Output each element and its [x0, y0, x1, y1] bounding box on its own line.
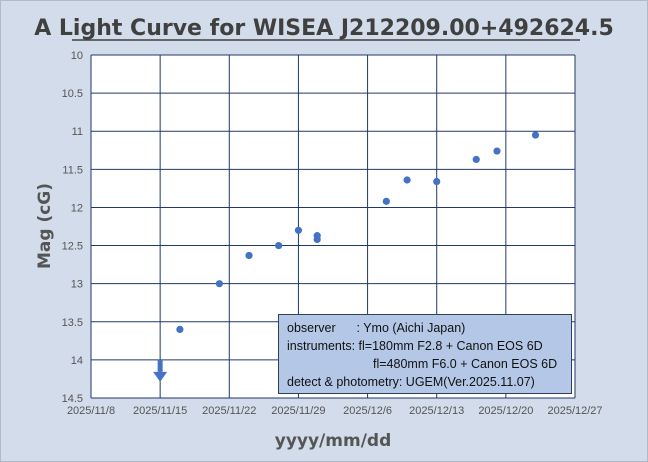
instruments-line: instruments: fl=180mm F2.8 + Canon EOS 6… — [287, 339, 543, 353]
data-point — [382, 197, 390, 205]
chart-title-text: A Light Curve for WISEA J212209.00+49262… — [34, 16, 614, 41]
data-point — [433, 177, 441, 186]
x-tick-label: 2025/11/29 — [271, 405, 325, 417]
limit-arrow-shaft — [157, 359, 163, 372]
grid-lines — [90, 54, 576, 399]
y-tick-label: 14 — [71, 355, 83, 367]
x-axis-title: yyyy/mm/dd — [275, 431, 392, 451]
y-tick-label: 14.5 — [62, 393, 83, 405]
x-tick-label: 2025/12/27 — [547, 405, 602, 417]
data-point — [403, 176, 411, 184]
y-tick-label: 11.5 — [62, 164, 83, 176]
y-tick-label: 13 — [71, 279, 83, 291]
y-axis-title: Mag (cG) — [35, 183, 55, 269]
y-tick-labels: 10 10.5 11 11.5 12 12.5 13 13.5 14 14.5 — [62, 50, 83, 405]
x-tick-label: 2025/12/6 — [343, 405, 392, 417]
chart-title: A Light Curve for WISEA J212209.00+49262… — [34, 16, 614, 41]
data-point — [493, 147, 501, 155]
data-point — [531, 131, 540, 139]
data-point — [294, 226, 303, 234]
x-tick-labels: 2025/11/8 2025/11/15 2025/11/22 2025/11/29 2… — [67, 405, 603, 417]
instruments-line-2: fl=480mm F6.0 + Canon EOS 6D — [373, 357, 558, 371]
data-point — [245, 251, 253, 260]
limit-arrow-head — [153, 371, 168, 382]
x-tick-label: 2025/12/20 — [478, 405, 533, 417]
photometry-line: detect & photometry: UGEM(Ver.2025.11.07… — [287, 375, 535, 389]
data-point — [275, 241, 283, 250]
upper-limit-arrow — [153, 359, 168, 382]
data-points — [176, 131, 540, 333]
y-tick-label: 10.5 — [62, 88, 83, 100]
y-tick-label: 12.5 — [62, 241, 83, 253]
data-point — [313, 235, 321, 244]
x-tick-label: 2025/11/22 — [202, 405, 256, 417]
y-tick-label: 12 — [71, 202, 83, 214]
data-point — [176, 325, 184, 333]
data-point — [215, 280, 224, 288]
x-tick-label: 2025/11/15 — [133, 405, 187, 417]
x-tick-label: 2025/12/13 — [409, 405, 464, 417]
y-tick-label: 10 — [71, 50, 83, 62]
y-tick-label: 13.5 — [62, 317, 83, 329]
observer-info-box: observer : Ymo (Aichi Japan) instruments… — [278, 314, 572, 394]
x-tick-label: 2025/11/8 — [67, 405, 115, 417]
observer-line: observer : Ymo (Aichi Japan) — [287, 321, 466, 335]
y-tick-label: 11 — [72, 126, 83, 138]
data-point — [472, 155, 480, 164]
